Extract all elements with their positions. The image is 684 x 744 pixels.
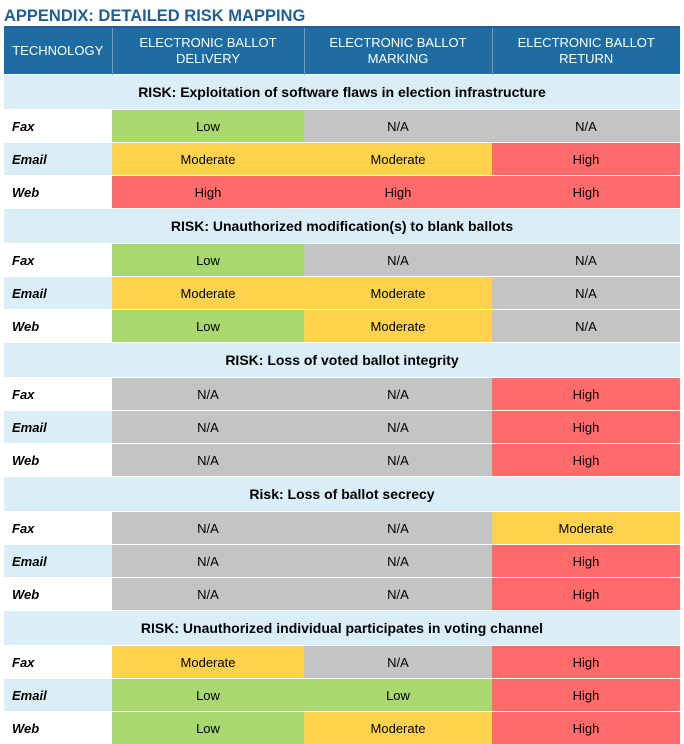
risk-level-cell: High xyxy=(492,712,680,744)
risk-level-cell: N/A xyxy=(112,578,304,611)
risk-level-cell: N/A xyxy=(304,646,492,679)
risk-level-cell: N/A xyxy=(112,545,304,578)
risk-level-cell: N/A xyxy=(304,512,492,545)
technology-cell: Email xyxy=(4,411,112,444)
section-row: RISK: Exploitation of software flaws in … xyxy=(4,75,680,110)
table-body: RISK: Exploitation of software flaws in … xyxy=(4,75,680,744)
technology-cell: Email xyxy=(4,277,112,310)
risk-level-cell: Low xyxy=(304,679,492,712)
risk-level-cell: N/A xyxy=(112,444,304,477)
risk-level-cell: N/A xyxy=(492,110,680,143)
header-ballot-delivery: ELECTRONIC BALLOT DELIVERY xyxy=(112,28,304,75)
risk-level-cell: Low xyxy=(112,310,304,343)
risk-level-cell: High xyxy=(492,578,680,611)
risk-level-cell: High xyxy=(492,411,680,444)
risk-level-cell: N/A xyxy=(112,512,304,545)
risk-level-cell: High xyxy=(304,176,492,209)
risk-level-cell: N/A xyxy=(492,277,680,310)
risk-level-cell: High xyxy=(492,143,680,176)
section-row: RISK: Loss of voted ballot integrity xyxy=(4,343,680,378)
risk-level-cell: N/A xyxy=(492,244,680,277)
technology-cell: Email xyxy=(4,679,112,712)
section-heading: RISK: Exploitation of software flaws in … xyxy=(4,75,680,110)
risk-level-cell: N/A xyxy=(304,244,492,277)
section-row: Risk: Loss of ballot secrecy xyxy=(4,477,680,512)
technology-cell: Web xyxy=(4,310,112,343)
section-row: RISK: Unauthorized modification(s) to bl… xyxy=(4,209,680,244)
risk-level-cell: N/A xyxy=(304,545,492,578)
technology-cell: Fax xyxy=(4,512,112,545)
risk-level-cell: Moderate xyxy=(112,277,304,310)
technology-cell: Web xyxy=(4,712,112,744)
risk-level-cell: High xyxy=(492,679,680,712)
risk-level-cell: Moderate xyxy=(304,310,492,343)
risk-level-cell: Moderate xyxy=(492,512,680,545)
risk-level-cell: High xyxy=(492,378,680,411)
technology-cell: Email xyxy=(4,143,112,176)
risk-level-cell: N/A xyxy=(112,378,304,411)
technology-cell: Email xyxy=(4,545,112,578)
header-technology: TECHNOLOGY xyxy=(4,28,112,75)
table-header: TECHNOLOGY ELECTRONIC BALLOT DELIVERY EL… xyxy=(4,28,680,75)
technology-cell: Web xyxy=(4,444,112,477)
risk-level-cell: Low xyxy=(112,244,304,277)
risk-level-cell: N/A xyxy=(304,378,492,411)
header-ballot-marking: ELECTRONIC BALLOT MARKING xyxy=(304,28,492,75)
risk-level-cell: Moderate xyxy=(112,646,304,679)
risk-level-cell: N/A xyxy=(304,444,492,477)
risk-level-cell: N/A xyxy=(112,411,304,444)
risk-level-cell: Low xyxy=(112,712,304,744)
risk-level-cell: Low xyxy=(112,679,304,712)
page-title: APPENDIX: DETAILED RISK MAPPING xyxy=(4,5,305,27)
section-heading: Risk: Loss of ballot secrecy xyxy=(4,477,680,512)
risk-level-cell: Low xyxy=(112,110,304,143)
risk-table: TECHNOLOGY ELECTRONIC BALLOT DELIVERY EL… xyxy=(4,28,680,744)
section-heading: RISK: Loss of voted ballot integrity xyxy=(4,343,680,378)
risk-level-cell: High xyxy=(492,176,680,209)
risk-level-cell: N/A xyxy=(492,310,680,343)
risk-level-cell: Moderate xyxy=(304,143,492,176)
risk-level-cell: N/A xyxy=(304,110,492,143)
technology-cell: Fax xyxy=(4,378,112,411)
risk-level-cell: Moderate xyxy=(112,143,304,176)
section-heading: RISK: Unauthorized modification(s) to bl… xyxy=(4,209,680,244)
risk-level-cell: N/A xyxy=(304,578,492,611)
technology-cell: Web xyxy=(4,578,112,611)
risk-level-cell: Moderate xyxy=(304,712,492,744)
technology-cell: Web xyxy=(4,176,112,209)
header-ballot-return: ELECTRONIC BALLOT RETURN xyxy=(492,28,680,75)
risk-level-cell: Moderate xyxy=(304,277,492,310)
risk-level-cell: High xyxy=(492,545,680,578)
risk-level-cell: High xyxy=(492,444,680,477)
technology-cell: Fax xyxy=(4,646,112,679)
risk-level-cell: High xyxy=(112,176,304,209)
risk-level-cell: N/A xyxy=(304,411,492,444)
risk-level-cell: High xyxy=(492,646,680,679)
section-heading: RISK: Unauthorized individual participat… xyxy=(4,611,680,646)
header-row: TECHNOLOGY ELECTRONIC BALLOT DELIVERY EL… xyxy=(4,28,680,75)
section-row: RISK: Unauthorized individual participat… xyxy=(4,611,680,646)
technology-cell: Fax xyxy=(4,244,112,277)
technology-cell: Fax xyxy=(4,110,112,143)
